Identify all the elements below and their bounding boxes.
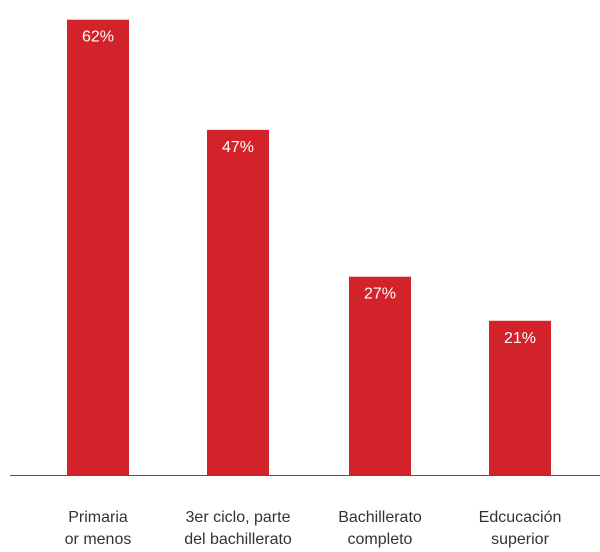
category-label-line: superior [491, 531, 549, 548]
bar-value-label-2: 47% [222, 139, 254, 156]
category-label-line: Bachillerato [338, 509, 422, 526]
category-labels-group: Primaria or menos 3er ciclo, parte del bach… [65, 509, 562, 548]
category-label-line: Edcucación [479, 509, 562, 526]
bars-group: 62% 47% 27% 21% [67, 19, 551, 475]
bar-4 [489, 320, 551, 475]
category-label-line: or menos [65, 531, 132, 548]
bar-2 [207, 129, 269, 475]
category-label-4: Edcucación superior [479, 509, 562, 548]
bar-value-label-3: 27% [364, 286, 396, 303]
category-label-line: completo [348, 531, 413, 548]
category-label-line: del bachillerato [184, 531, 292, 548]
category-label-line: 3er ciclo, parte [186, 509, 291, 526]
category-label-2: 3er ciclo, parte del bachillerato [184, 509, 292, 548]
bar-value-label-1: 62% [82, 29, 114, 46]
category-label-1: Primaria or menos [65, 509, 132, 548]
bar-value-label-4: 21% [504, 330, 536, 347]
bar-1 [67, 19, 129, 475]
category-label-line: Primaria [68, 509, 128, 526]
bar-3 [349, 276, 411, 475]
category-label-3: Bachillerato completo [338, 509, 422, 548]
